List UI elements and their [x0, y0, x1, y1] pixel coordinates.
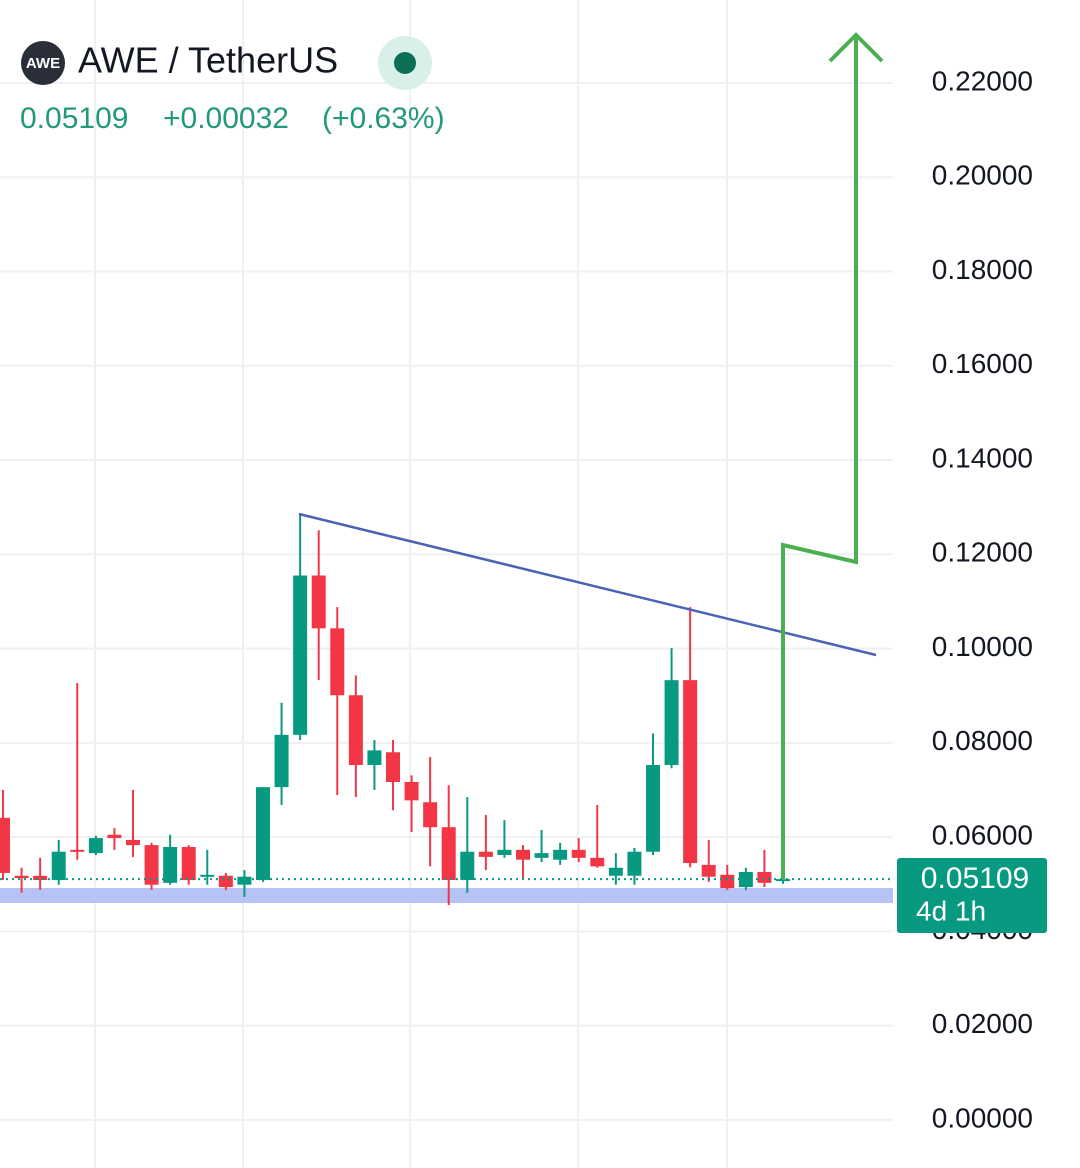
candle-body [627, 851, 642, 876]
price-tag: 0.05109 4d 1h [897, 858, 1047, 933]
y-tick-label: 0.20000 [932, 160, 1033, 191]
trend-line [298, 512, 877, 657]
candle-body [274, 734, 289, 788]
candle-body [70, 849, 85, 852]
y-tick-label: 0.10000 [932, 631, 1033, 662]
horizontal-grid [0, 81, 893, 1121]
candle-body [534, 853, 549, 858]
candle-body [163, 847, 178, 883]
candle-body [14, 875, 29, 879]
candle-body [757, 871, 772, 883]
candle-body [664, 680, 679, 765]
header: AWE AWE / TetherUS 0.05109 +0.00032 (+0.… [20, 36, 445, 135]
price-tag-countdown: 4d 1h [916, 895, 986, 926]
candle-body [516, 849, 530, 860]
arrow-head [828, 32, 884, 63]
price-change: +0.00032 [163, 102, 289, 135]
candle-body [497, 849, 512, 856]
candle-body [646, 764, 660, 852]
candle-body [293, 575, 308, 735]
candle-body [88, 838, 103, 854]
candle-body [256, 787, 270, 881]
candle-body [460, 851, 475, 881]
y-tick-label: 0.14000 [932, 442, 1033, 473]
y-axis: 0.000000.020000.040000.060000.080000.100… [932, 65, 1033, 1133]
logo-text: AWE [26, 55, 60, 72]
chart-title: AWE / TetherUS [78, 40, 338, 81]
y-tick-label: 0.16000 [932, 348, 1033, 379]
candle-body [348, 695, 363, 765]
candle-body [720, 874, 735, 889]
candle-body [776, 879, 790, 882]
status-dot [394, 52, 416, 74]
last-price: 0.05109 [20, 102, 128, 135]
price-tag-box [897, 858, 1047, 933]
candle-body [237, 876, 252, 885]
candle-body [701, 864, 716, 877]
candle-body [441, 827, 456, 881]
y-tick-label: 0.00000 [932, 1102, 1033, 1133]
candle-body [683, 680, 698, 864]
candle-body [51, 851, 66, 881]
price-tag-value: 0.05109 [921, 862, 1029, 895]
candle-body [107, 834, 122, 839]
candle-body [218, 875, 233, 888]
candle-body [200, 874, 215, 877]
candle-body [181, 847, 196, 881]
overlay [0, 32, 893, 881]
candle-body [478, 851, 493, 857]
vertical-grid [94, 0, 728, 1168]
projection-arrow [781, 37, 858, 880]
candle-body [311, 575, 326, 629]
candle-body [608, 867, 623, 876]
candles [0, 515, 790, 905]
candle-body [404, 781, 419, 801]
y-tick-label: 0.22000 [932, 65, 1033, 96]
y-tick-label: 0.06000 [932, 820, 1033, 851]
candle-body [423, 802, 438, 828]
y-tick-label: 0.18000 [932, 254, 1033, 285]
candle-body [126, 839, 140, 846]
candle-body [0, 817, 10, 873]
candle-body [386, 752, 400, 782]
y-tick-label: 0.02000 [932, 1008, 1033, 1039]
y-tick-label: 0.12000 [932, 537, 1033, 568]
candle-body [571, 849, 586, 858]
price-change-percent: (+0.63%) [322, 102, 445, 135]
candle-body [33, 875, 48, 881]
logo [21, 41, 65, 85]
candle-body [144, 845, 159, 885]
support-zone [0, 888, 893, 903]
candle-body [553, 849, 568, 860]
candle-body [590, 857, 605, 867]
candle-body [330, 628, 345, 696]
candle-body [367, 750, 382, 765]
y-tick-label: 0.08000 [932, 725, 1033, 756]
